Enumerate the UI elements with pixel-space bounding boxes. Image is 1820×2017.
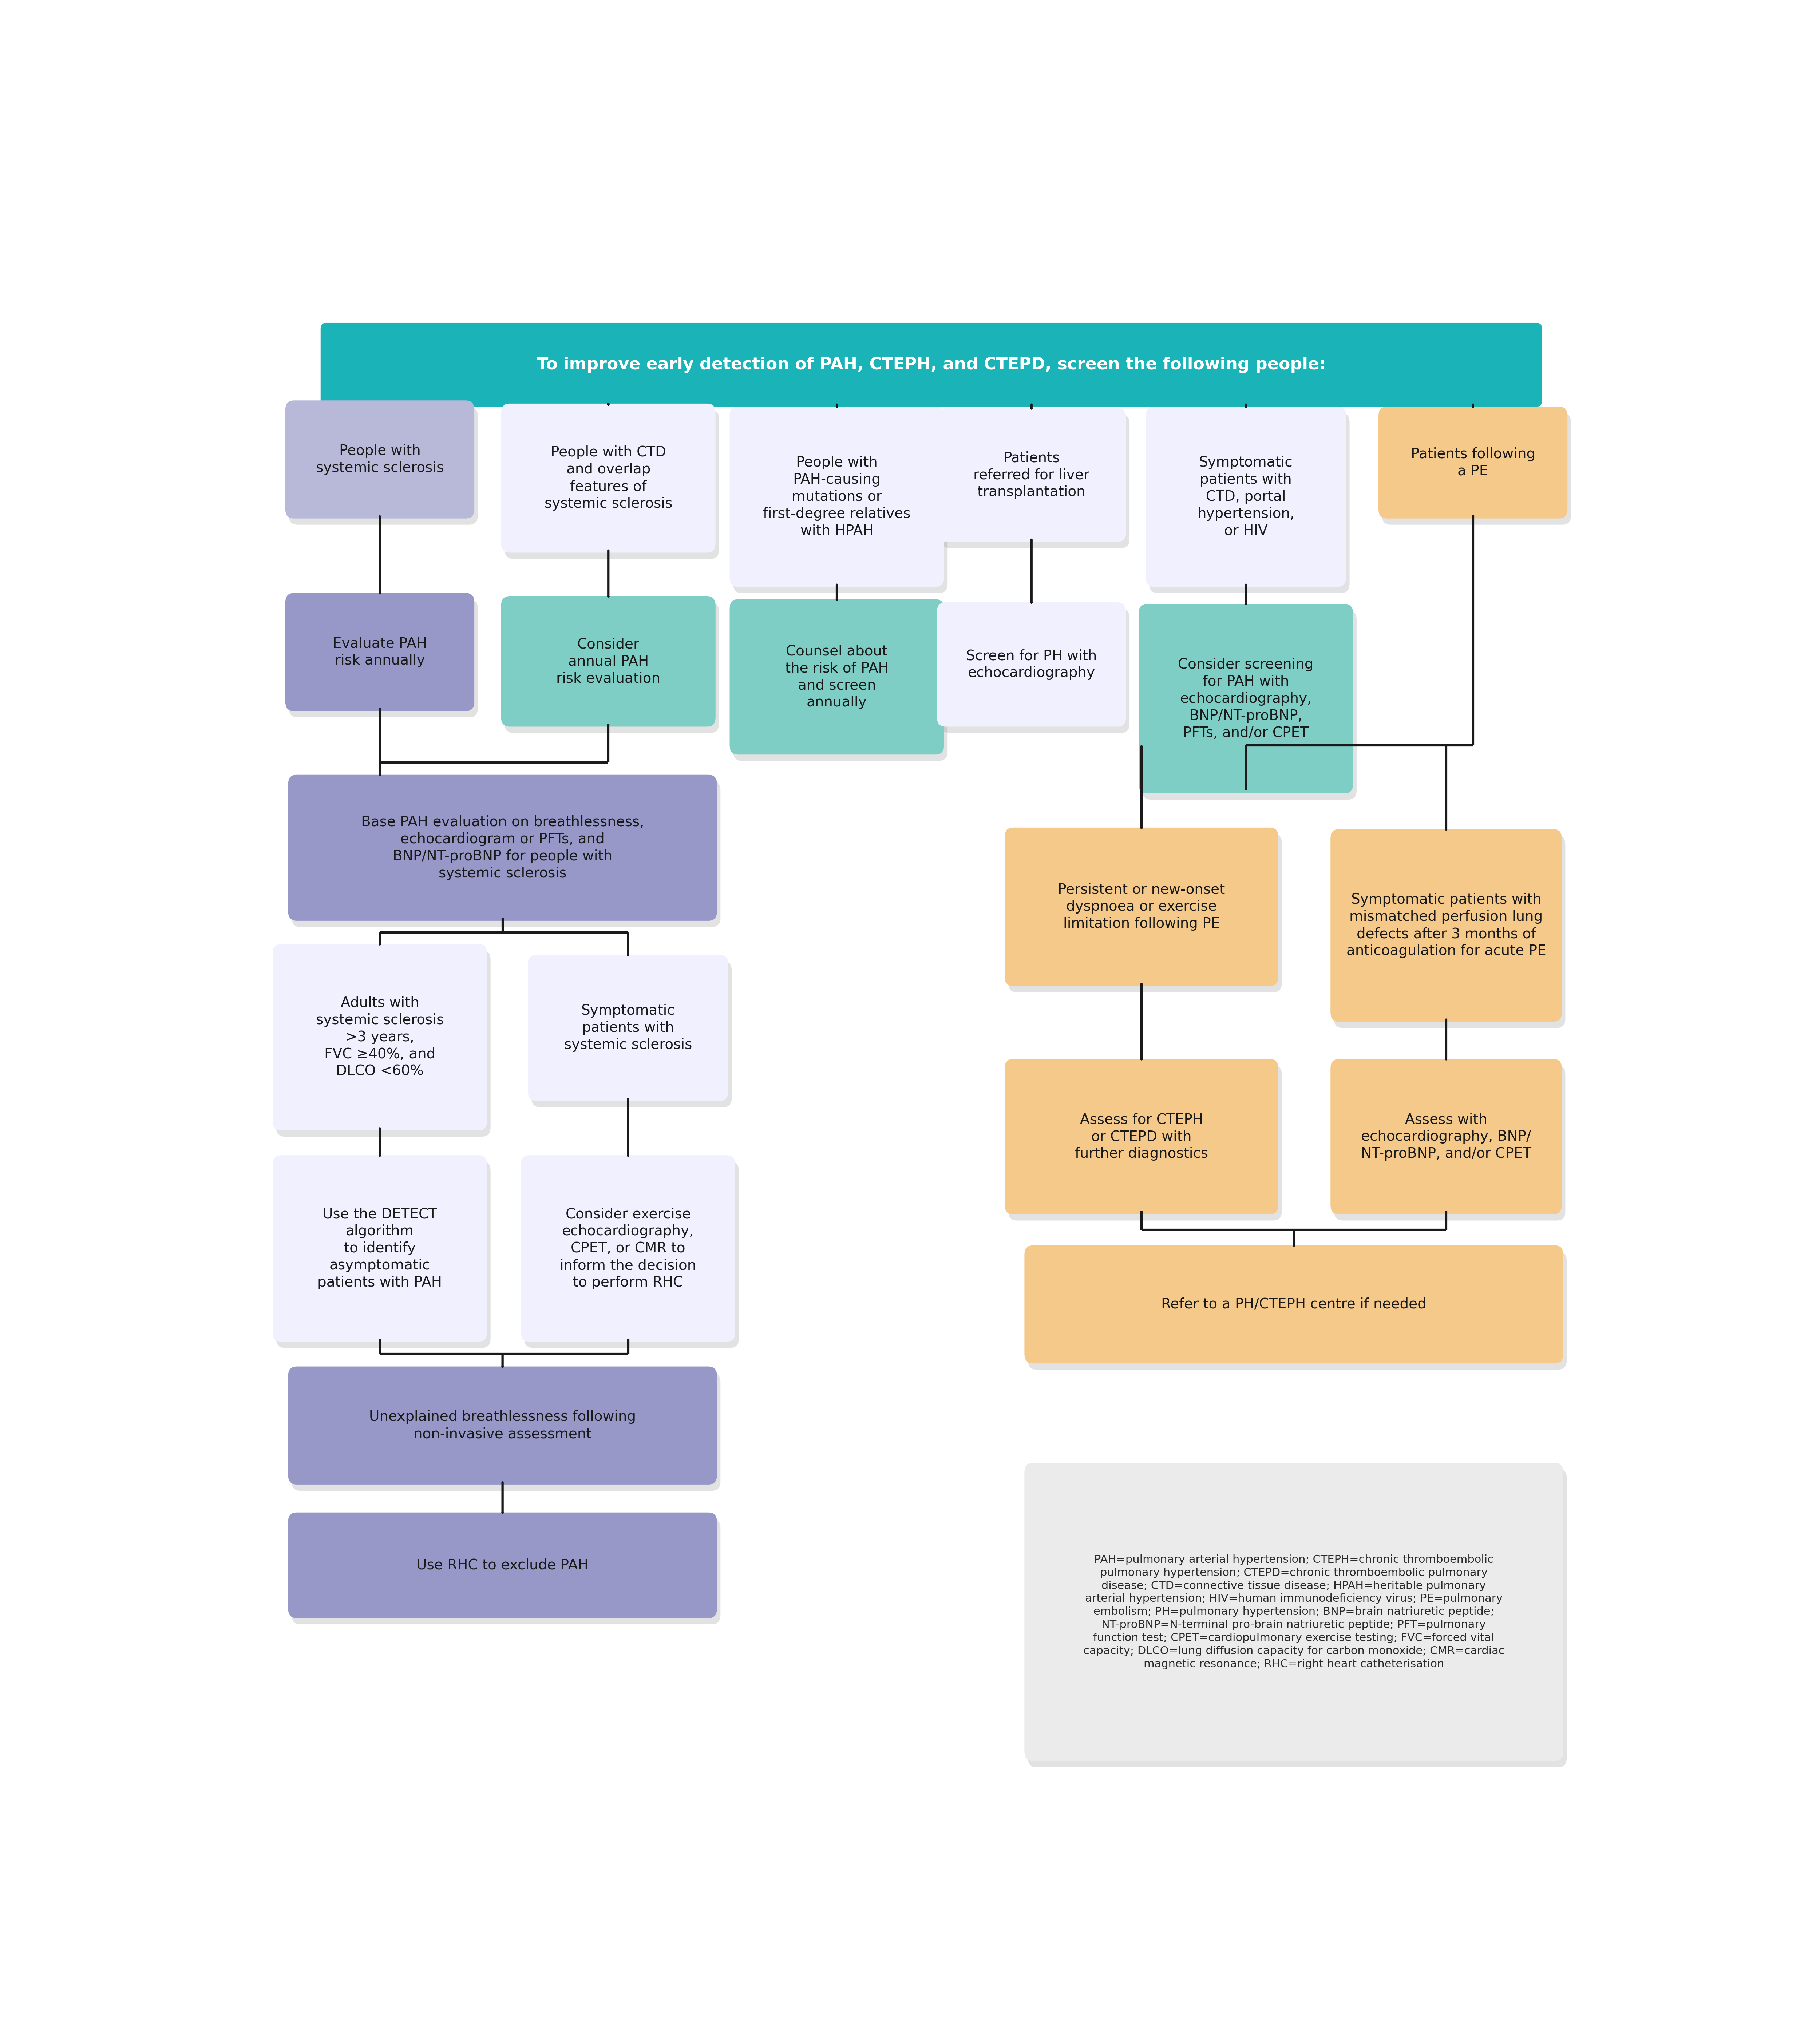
FancyBboxPatch shape <box>1025 1462 1563 1761</box>
Text: Use the DETECT
algorithm
to identify
asymptomatic
patients with PAH: Use the DETECT algorithm to identify asy… <box>317 1208 442 1289</box>
Text: Symptomatic
patients with
CTD, portal
hypertension,
or HIV: Symptomatic patients with CTD, portal hy… <box>1198 456 1294 539</box>
Text: Assess with
echocardiography, BNP/
NT-proBNP, and/or CPET: Assess with echocardiography, BNP/ NT-pr… <box>1361 1113 1531 1160</box>
FancyBboxPatch shape <box>320 323 1542 407</box>
FancyBboxPatch shape <box>291 1374 721 1491</box>
Text: Screen for PH with
echocardiography: Screen for PH with echocardiography <box>966 649 1097 680</box>
Text: To improve early detection of PAH, CTEPH, and CTEPD, screen the following people: To improve early detection of PAH, CTEPH… <box>537 357 1325 373</box>
FancyBboxPatch shape <box>289 407 479 524</box>
FancyBboxPatch shape <box>273 1156 488 1341</box>
FancyBboxPatch shape <box>1378 407 1567 518</box>
FancyBboxPatch shape <box>733 605 948 760</box>
FancyBboxPatch shape <box>500 403 715 553</box>
FancyBboxPatch shape <box>1008 833 1281 992</box>
FancyBboxPatch shape <box>1005 827 1278 986</box>
FancyBboxPatch shape <box>1008 1065 1281 1220</box>
FancyBboxPatch shape <box>286 593 475 712</box>
Text: Assess for CTEPH
or CTEPD with
further diagnostics: Assess for CTEPH or CTEPD with further d… <box>1076 1113 1208 1160</box>
FancyBboxPatch shape <box>289 599 479 718</box>
FancyBboxPatch shape <box>504 409 719 559</box>
Text: Unexplained breathlessness following
non-invasive assessment: Unexplained breathlessness following non… <box>369 1410 635 1440</box>
Text: Adults with
systemic sclerosis
>3 years,
FVC ≥40%, and
DLCO <60%: Adults with systemic sclerosis >3 years,… <box>317 996 444 1079</box>
FancyBboxPatch shape <box>1147 407 1347 587</box>
FancyBboxPatch shape <box>1005 1059 1278 1214</box>
FancyBboxPatch shape <box>500 597 715 726</box>
FancyBboxPatch shape <box>1330 1059 1562 1214</box>
Text: Symptomatic patients with
mismatched perfusion lung
defects after 3 months of
an: Symptomatic patients with mismatched per… <box>1347 894 1545 958</box>
Text: Consider exercise
echocardiography,
CPET, or CMR to
inform the decision
to perfo: Consider exercise echocardiography, CPET… <box>561 1208 697 1289</box>
FancyBboxPatch shape <box>277 1162 491 1347</box>
FancyBboxPatch shape <box>1025 1244 1563 1363</box>
FancyBboxPatch shape <box>937 407 1127 543</box>
FancyBboxPatch shape <box>1139 603 1352 793</box>
Text: Counsel about
the risk of PAH
and screen
annually: Counsel about the risk of PAH and screen… <box>784 643 888 710</box>
FancyBboxPatch shape <box>730 599 945 754</box>
FancyBboxPatch shape <box>941 609 1130 732</box>
FancyBboxPatch shape <box>288 1366 717 1485</box>
FancyBboxPatch shape <box>288 775 717 920</box>
FancyBboxPatch shape <box>288 1513 717 1618</box>
Text: Refer to a PH/CTEPH centre if needed: Refer to a PH/CTEPH centre if needed <box>1161 1297 1427 1311</box>
FancyBboxPatch shape <box>524 1162 739 1347</box>
Text: Patients following
a PE: Patients following a PE <box>1410 448 1536 478</box>
FancyBboxPatch shape <box>277 950 491 1138</box>
Text: Consider screening
for PAH with
echocardiography,
BNP/NT-proBNP,
PFTs, and/or CP: Consider screening for PAH with echocard… <box>1178 658 1314 740</box>
FancyBboxPatch shape <box>733 413 948 593</box>
FancyBboxPatch shape <box>521 1156 735 1341</box>
Text: Consider
annual PAH
risk evaluation: Consider annual PAH risk evaluation <box>557 637 661 686</box>
FancyBboxPatch shape <box>504 603 719 732</box>
FancyBboxPatch shape <box>291 781 721 928</box>
FancyBboxPatch shape <box>286 401 475 518</box>
FancyBboxPatch shape <box>528 954 728 1101</box>
FancyBboxPatch shape <box>1143 609 1356 799</box>
FancyBboxPatch shape <box>1330 829 1562 1023</box>
FancyBboxPatch shape <box>1334 1065 1565 1220</box>
Text: Base PAH evaluation on breathlessness,
echocardiogram or PFTs, and
BNP/NT-proBNP: Base PAH evaluation on breathlessness, e… <box>360 815 644 879</box>
FancyBboxPatch shape <box>1148 413 1350 593</box>
FancyBboxPatch shape <box>273 944 488 1130</box>
Text: PAH=pulmonary arterial hypertension; CTEPH=chronic thromboembolic
pulmonary hype: PAH=pulmonary arterial hypertension; CTE… <box>1083 1555 1505 1670</box>
Text: People with
PAH-causing
mutations or
first-degree relatives
with HPAH: People with PAH-causing mutations or fir… <box>763 456 910 539</box>
Text: Symptomatic
patients with
systemic sclerosis: Symptomatic patients with systemic scler… <box>564 1004 692 1053</box>
FancyBboxPatch shape <box>937 603 1127 726</box>
FancyBboxPatch shape <box>1381 413 1571 524</box>
FancyBboxPatch shape <box>941 413 1130 549</box>
FancyBboxPatch shape <box>730 407 945 587</box>
Text: Patients
referred for liver
transplantation: Patients referred for liver transplantat… <box>974 452 1090 498</box>
FancyBboxPatch shape <box>531 962 732 1107</box>
FancyBboxPatch shape <box>1028 1251 1567 1370</box>
Text: People with CTD
and overlap
features of
systemic sclerosis: People with CTD and overlap features of … <box>544 446 672 510</box>
Text: Use RHC to exclude PAH: Use RHC to exclude PAH <box>417 1559 588 1571</box>
FancyBboxPatch shape <box>1028 1468 1567 1767</box>
FancyBboxPatch shape <box>291 1519 721 1624</box>
Text: Persistent or new-onset
dyspnoea or exercise
limitation following PE: Persistent or new-onset dyspnoea or exer… <box>1057 883 1225 930</box>
Text: People with
systemic sclerosis: People with systemic sclerosis <box>317 444 444 474</box>
FancyBboxPatch shape <box>1334 835 1565 1029</box>
Text: Evaluate PAH
risk annually: Evaluate PAH risk annually <box>333 637 428 668</box>
